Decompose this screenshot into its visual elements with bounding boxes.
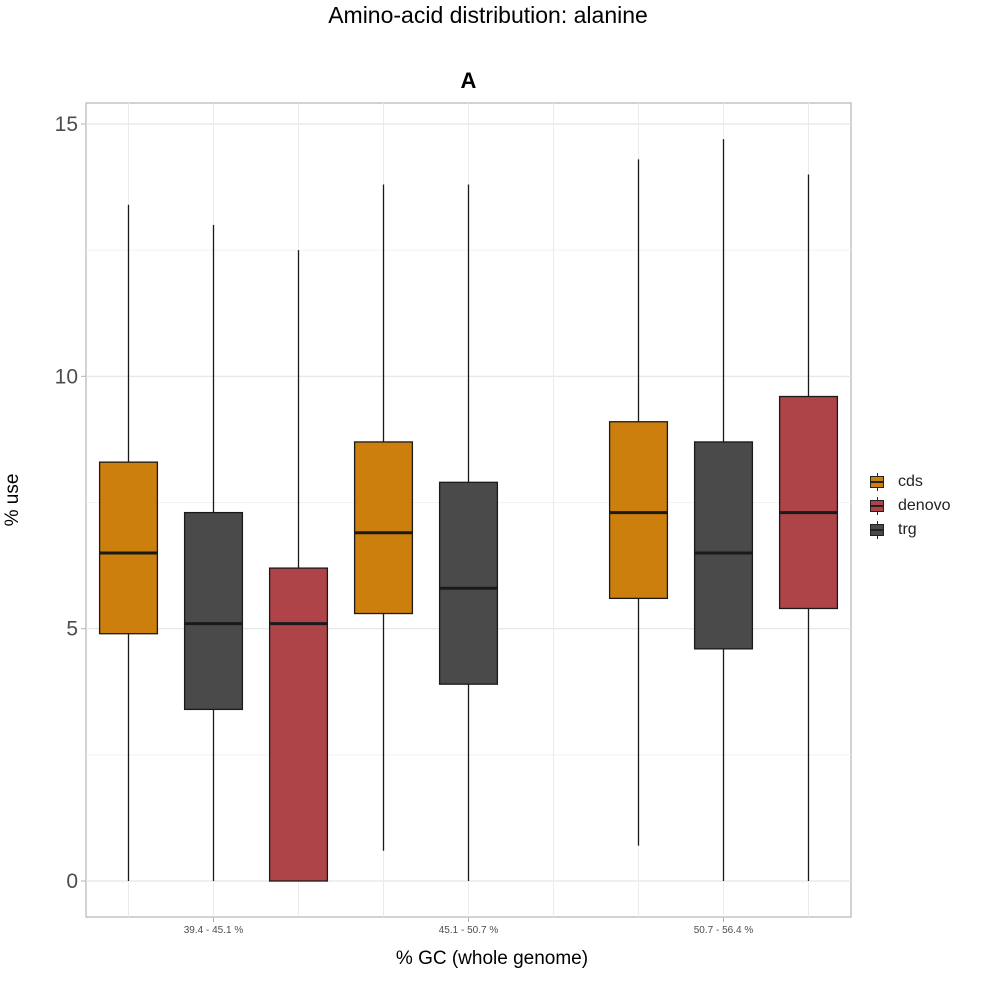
x-axis-label: % GC (whole genome) xyxy=(395,948,589,969)
box-cds xyxy=(353,184,414,851)
box-trg xyxy=(693,139,754,881)
box-body xyxy=(353,441,414,615)
legend-label: cds xyxy=(898,473,923,490)
box-body xyxy=(183,511,244,711)
box-cds xyxy=(98,204,159,881)
box-trg xyxy=(183,224,244,881)
x-tick-label: 45.1 - 50.7 % xyxy=(439,925,499,936)
box-denovo xyxy=(778,174,839,881)
legend-item-trg: trg xyxy=(868,518,951,542)
box-trg xyxy=(438,184,499,881)
y-tick-label: 5 xyxy=(66,618,78,641)
box-denovo xyxy=(268,250,329,882)
box-body xyxy=(778,395,839,610)
legend-key-cds xyxy=(868,470,900,494)
box-body xyxy=(608,421,669,600)
legend-item-cds: cds xyxy=(868,470,951,494)
box-body xyxy=(98,461,159,635)
legend-item-denovo: denovo xyxy=(868,494,951,518)
y-axis-label: % use xyxy=(2,473,23,527)
y-tick-label: 0 xyxy=(66,870,78,893)
legend-key-trg xyxy=(868,518,900,542)
axis-layer: 0 5 10 15 39.4 - 45.1 % 45.1 - 50.7 % 50.7 - 5… xyxy=(55,113,754,936)
legend-label: trg xyxy=(898,521,917,538)
legend: cds denovo trg xyxy=(868,470,951,542)
panel-title: A xyxy=(460,68,477,93)
box-body xyxy=(268,567,329,882)
x-tick-label: 50.7 - 56.4 % xyxy=(694,925,754,936)
chart-title: Amino-acid distribution: alanine xyxy=(328,2,648,28)
box-body xyxy=(438,481,499,685)
y-tick-label: 15 xyxy=(55,113,78,136)
box-body xyxy=(693,441,754,650)
x-tick-label: 39.4 - 45.1 % xyxy=(184,925,244,936)
legend-key-denovo xyxy=(868,494,900,518)
legend-label: denovo xyxy=(898,497,951,514)
y-tick-label: 10 xyxy=(55,365,78,388)
box-cds xyxy=(608,159,669,846)
box-layer xyxy=(98,139,839,882)
